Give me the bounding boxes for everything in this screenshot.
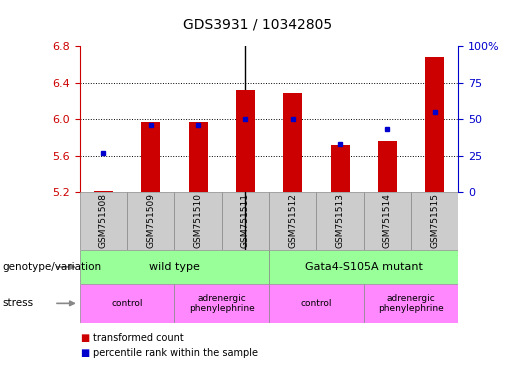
- Bar: [316, 192, 364, 250]
- Text: GSM751515: GSM751515: [430, 193, 439, 248]
- Text: adrenergic
phenylephrine: adrenergic phenylephrine: [378, 294, 444, 313]
- Bar: [175, 192, 222, 250]
- Bar: [364, 192, 411, 250]
- Bar: [269, 250, 458, 284]
- Bar: [378, 141, 397, 192]
- Bar: [94, 191, 113, 192]
- Bar: [80, 192, 127, 250]
- Bar: [188, 122, 208, 192]
- Text: GSM751510: GSM751510: [194, 193, 202, 248]
- Text: GSM751512: GSM751512: [288, 194, 297, 248]
- Text: Gata4-S105A mutant: Gata4-S105A mutant: [305, 262, 423, 272]
- Bar: [269, 192, 316, 250]
- Text: wild type: wild type: [149, 262, 200, 272]
- Text: genotype/variation: genotype/variation: [3, 262, 101, 272]
- Bar: [425, 57, 444, 192]
- Text: adrenergic
phenylephrine: adrenergic phenylephrine: [189, 294, 254, 313]
- Bar: [411, 192, 458, 250]
- Text: percentile rank within the sample: percentile rank within the sample: [93, 348, 258, 358]
- Bar: [236, 90, 255, 192]
- Text: control: control: [111, 299, 143, 308]
- Bar: [269, 284, 364, 323]
- Bar: [80, 284, 175, 323]
- Text: stress: stress: [3, 298, 33, 308]
- Text: GSM751513: GSM751513: [336, 193, 345, 248]
- Text: GSM751511: GSM751511: [241, 193, 250, 248]
- Text: ■: ■: [80, 333, 89, 343]
- Bar: [331, 146, 350, 192]
- Bar: [141, 122, 160, 192]
- Text: GSM751514: GSM751514: [383, 194, 392, 248]
- Bar: [222, 192, 269, 250]
- Bar: [364, 284, 458, 323]
- Bar: [175, 284, 269, 323]
- Bar: [80, 250, 269, 284]
- Text: GDS3931 / 10342805: GDS3931 / 10342805: [183, 17, 332, 31]
- Text: GSM751509: GSM751509: [146, 193, 156, 248]
- Text: GSM751508: GSM751508: [99, 193, 108, 248]
- Text: ■: ■: [80, 348, 89, 358]
- Text: transformed count: transformed count: [93, 333, 183, 343]
- Bar: [283, 93, 302, 192]
- Text: control: control: [301, 299, 332, 308]
- Bar: [127, 192, 175, 250]
